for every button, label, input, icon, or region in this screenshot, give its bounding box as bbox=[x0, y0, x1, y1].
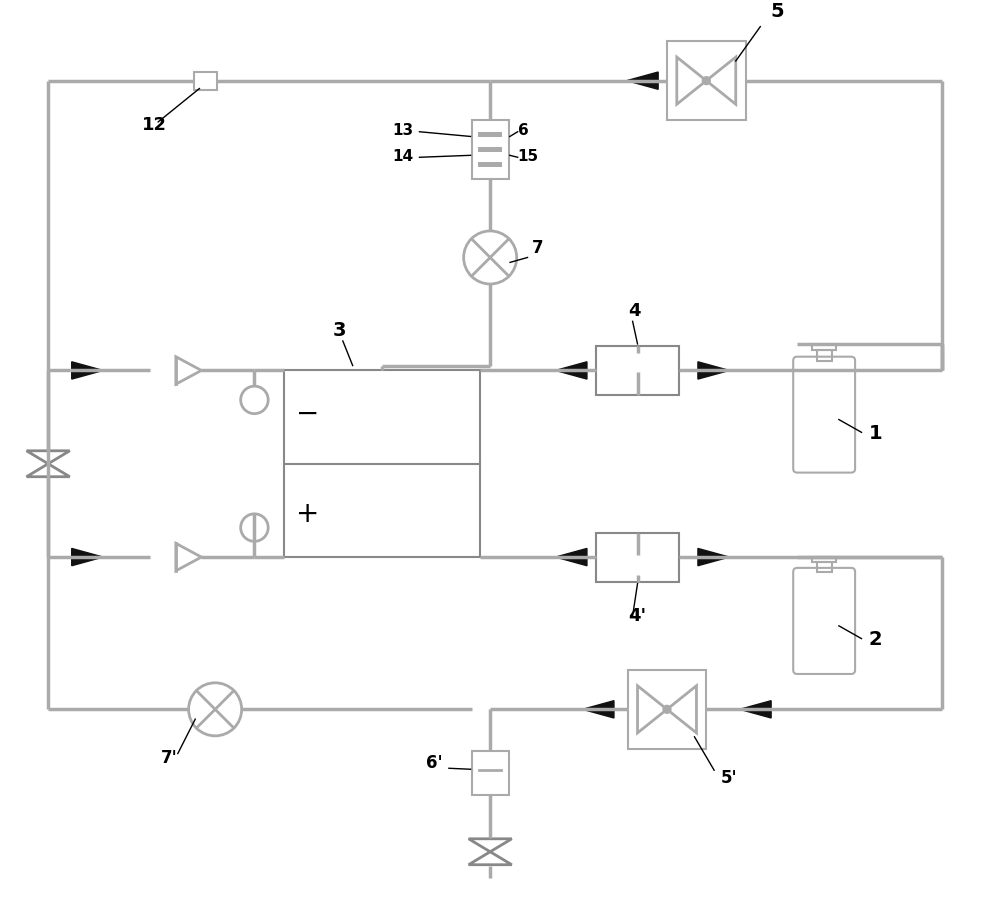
Polygon shape bbox=[72, 548, 103, 566]
Text: 7: 7 bbox=[531, 238, 543, 257]
Polygon shape bbox=[627, 72, 658, 89]
Polygon shape bbox=[698, 548, 729, 566]
Text: 1: 1 bbox=[868, 425, 882, 443]
FancyBboxPatch shape bbox=[478, 147, 502, 152]
Text: 15: 15 bbox=[518, 149, 539, 164]
Text: 12: 12 bbox=[141, 116, 166, 134]
Text: 4': 4' bbox=[628, 607, 646, 624]
Polygon shape bbox=[698, 362, 729, 379]
Polygon shape bbox=[583, 701, 614, 718]
Polygon shape bbox=[555, 548, 587, 566]
Circle shape bbox=[663, 705, 671, 713]
Polygon shape bbox=[72, 362, 103, 379]
Text: 6': 6' bbox=[426, 755, 443, 772]
Text: 6: 6 bbox=[518, 123, 528, 138]
Text: 4: 4 bbox=[628, 303, 640, 320]
Text: +: + bbox=[296, 500, 319, 528]
Polygon shape bbox=[555, 362, 587, 379]
Text: −: − bbox=[296, 400, 319, 427]
Text: 13: 13 bbox=[392, 123, 413, 138]
Circle shape bbox=[702, 77, 710, 84]
Text: 5': 5' bbox=[721, 769, 738, 787]
Polygon shape bbox=[740, 701, 771, 718]
Text: 5: 5 bbox=[770, 2, 784, 21]
FancyBboxPatch shape bbox=[478, 161, 502, 167]
Text: 3: 3 bbox=[333, 321, 347, 340]
Text: 14: 14 bbox=[392, 149, 413, 164]
FancyBboxPatch shape bbox=[478, 132, 502, 138]
Text: 7': 7' bbox=[161, 749, 178, 768]
Text: 2: 2 bbox=[868, 631, 882, 649]
